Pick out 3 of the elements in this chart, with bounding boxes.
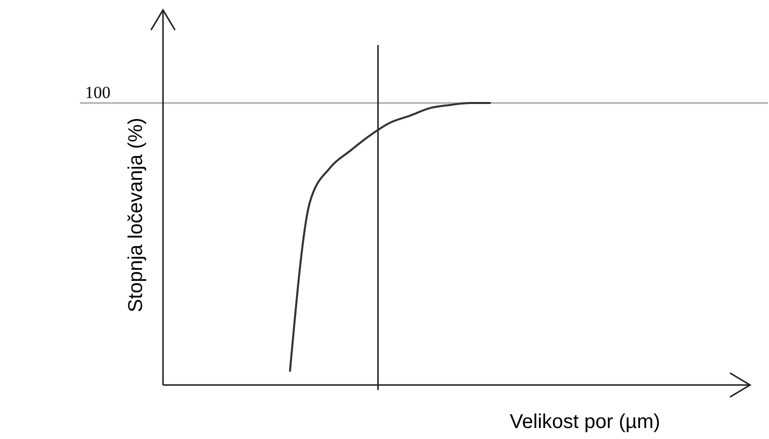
- ref-line-label: 100: [85, 83, 110, 102]
- x-axis-title: Velikost por (µm): [510, 411, 660, 433]
- y-axis-title: Stopnja ločevanja (%): [125, 118, 147, 312]
